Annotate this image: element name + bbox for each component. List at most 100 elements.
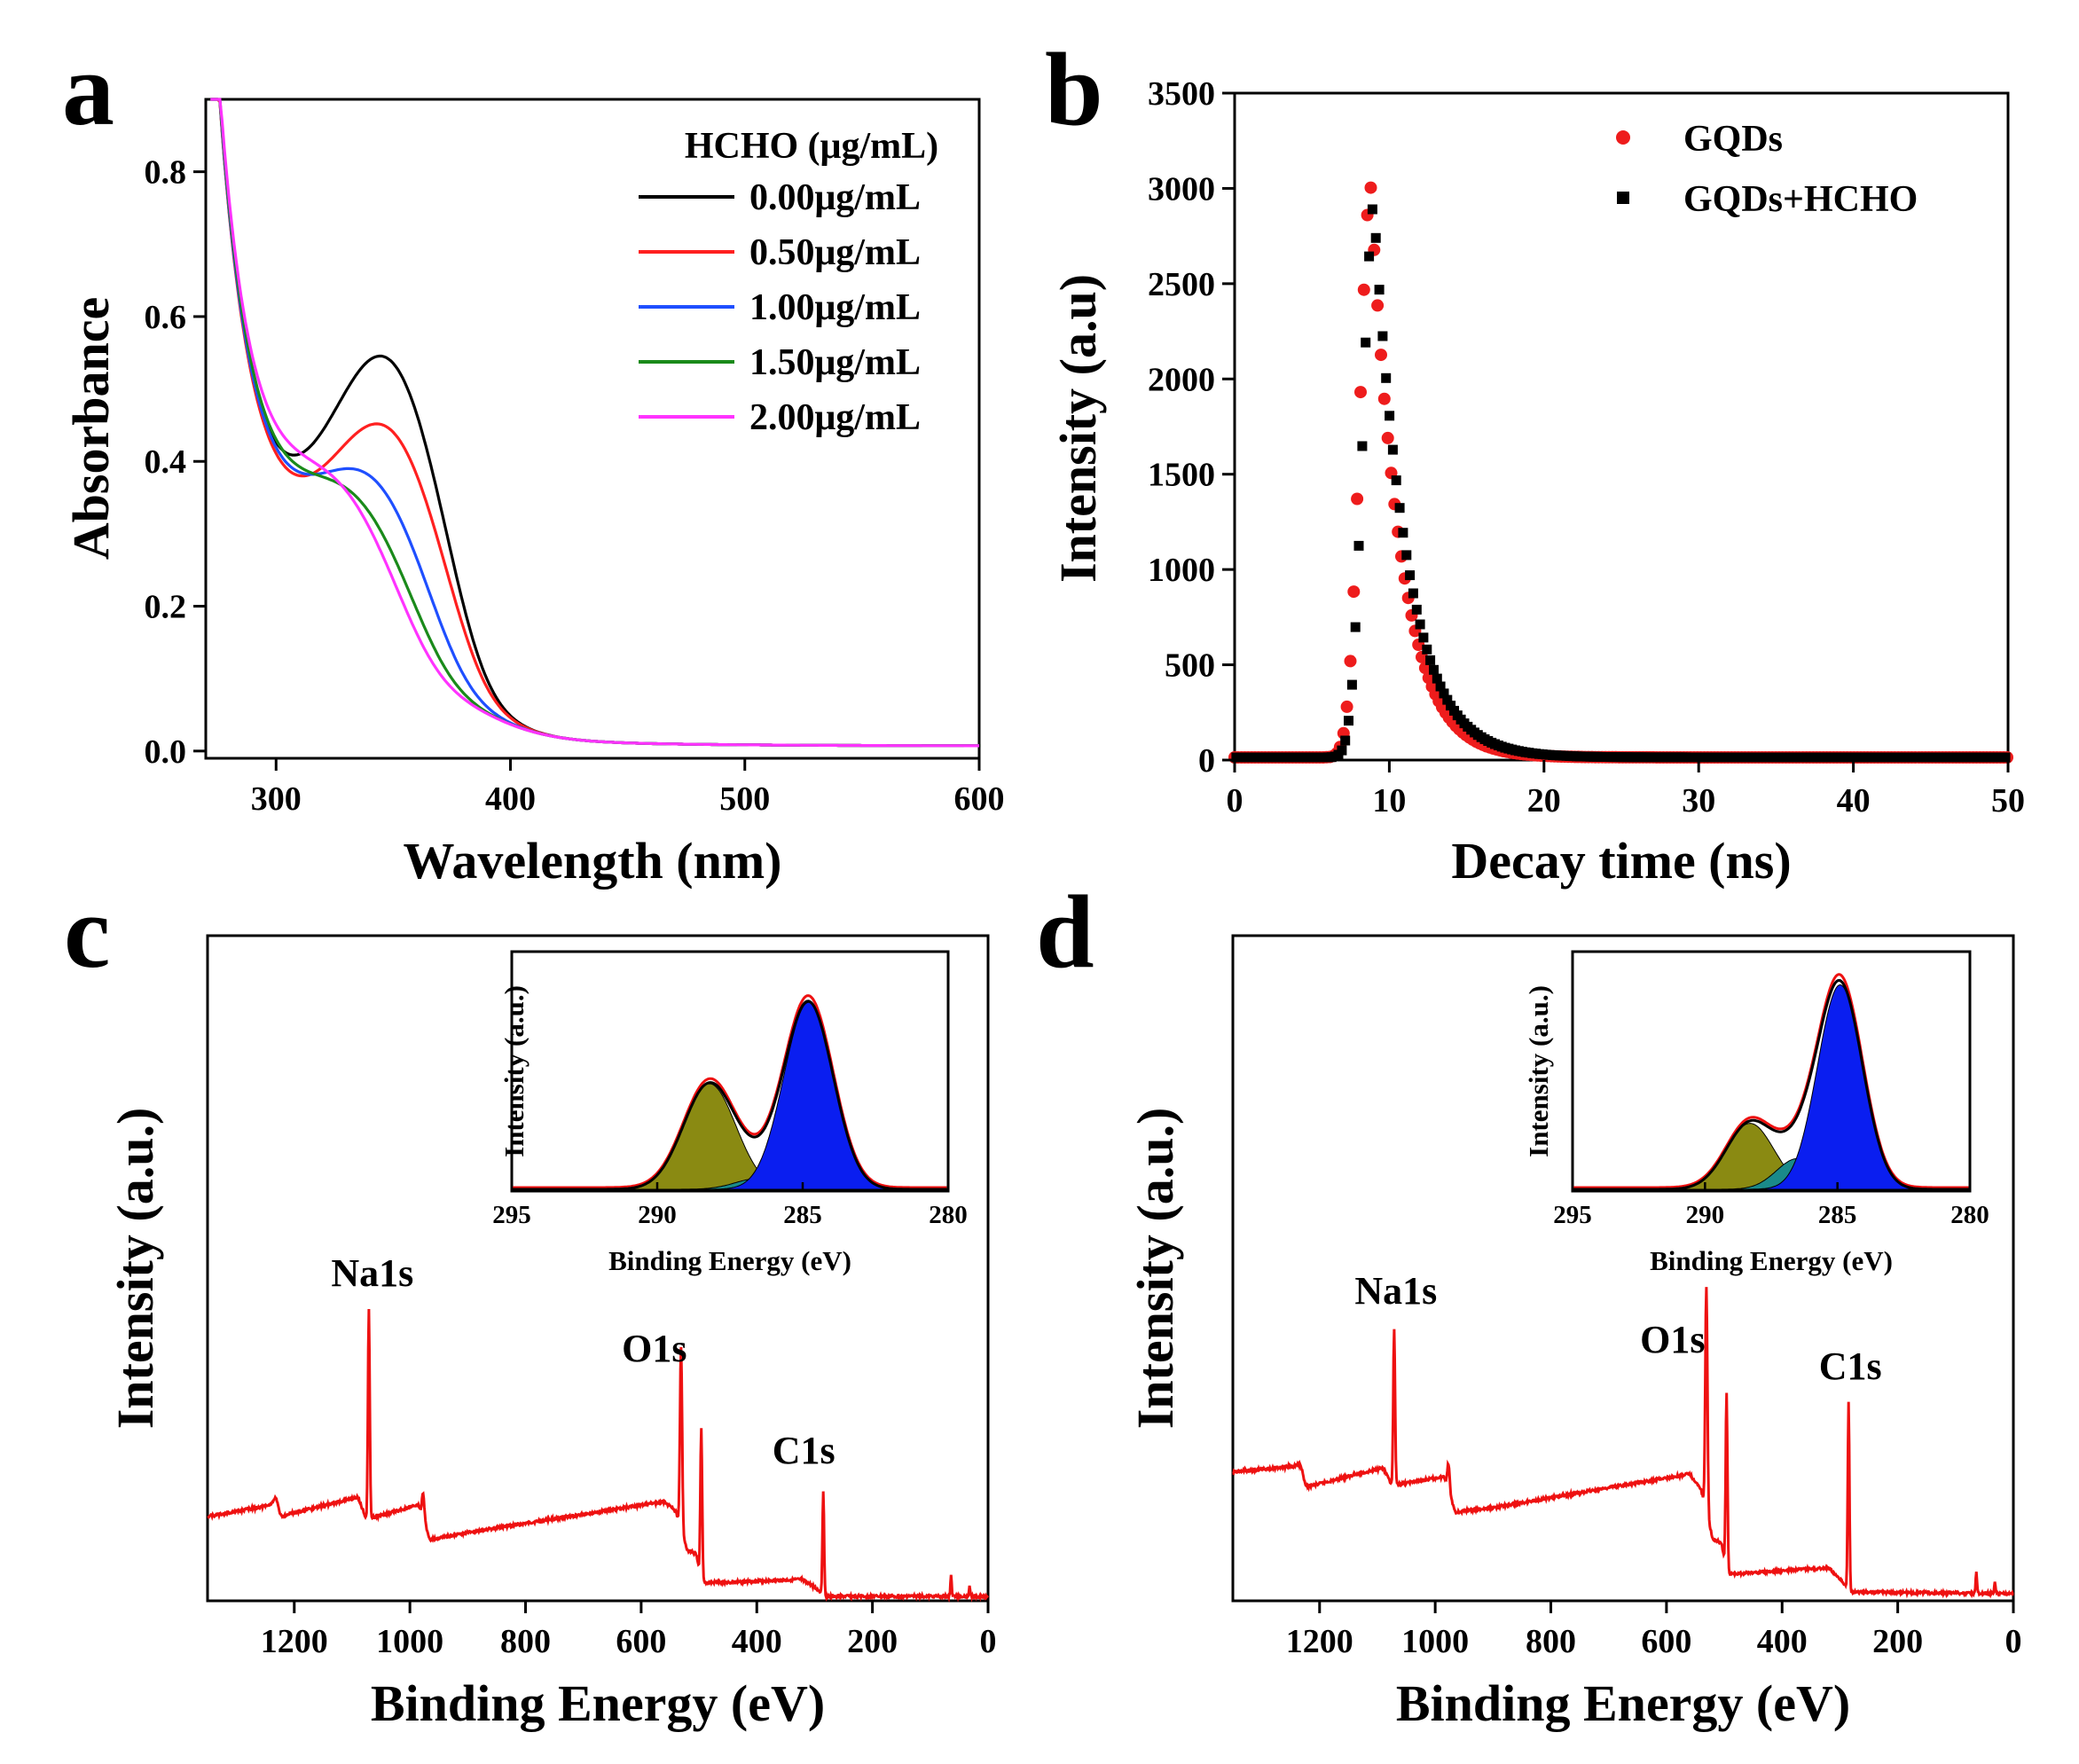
x-tick-label-2: 20 [1527,782,1561,819]
inset-ticks-d: 295 290 285 280 [1553,1182,1989,1229]
x-tick-label-3: 600 [616,1623,666,1660]
peak-labels-d: Na1s O1s C1s [1354,1269,1881,1388]
panel-b: b 0 10 20 30 40 50050010001500200025003000350… [1045,31,2025,890]
x-tick-label-3: 600 [1641,1623,1691,1660]
x-tick-label-2: 500 [719,780,770,818]
y-tick-label-4: 2000 [1148,361,1215,398]
x-tick-label-6: 0 [980,1623,997,1660]
inset-c: 295 290 285 280 Binding Energy (eV) Intensi… [492,950,968,1276]
x-tick-label-0: 1200 [261,1623,328,1660]
point-GQDs+HCHO [1425,655,1436,665]
point-GQDs+HCHO [1387,444,1398,455]
legend-label-3: 1.50μg/mL [749,342,921,383]
legend-label-0: GQDs [1683,119,1783,160]
point-GQDs+HCHO [1398,528,1408,538]
point-GQDs [1381,431,1394,444]
survey-c [207,1308,989,1603]
point-GQDs+HCHO [1337,745,1347,756]
point-GQDs [1364,181,1377,194]
peak-label-Na1s: Na1s [331,1251,413,1295]
legend-label-1: GQDs+HCHO [1683,179,1918,220]
inset-y-axis-title-c: Intensity (a.u.) [498,985,530,1157]
y-tick-label-2: 0.4 [145,443,187,481]
legend-title-a: HCHO (μg/mL) [685,126,938,167]
panel-d: d 1200 1000 800 600 400 200 0 Na1s O1s C1s Bindi… [1036,874,2022,1732]
point-GQDs+HCHO [1435,681,1446,692]
x-tick-label-1: 400 [485,780,536,818]
point-GQDs+HCHO [1385,411,1395,421]
legend-a: 0.00μg/mL 0.50μg/mL 1.00μg/mL 1.50μg/mL 2.00… [639,177,921,438]
x-axis-title-a: Wavelength (nm) [404,832,782,890]
point-GQDs+HCHO [1418,632,1429,643]
y-axis-title-b: Intensity (a.u) [1049,274,1107,583]
inset-raw-data [1573,973,1969,1189]
legend-b: GQDs GQDs+HCHO [1616,119,1918,220]
point-GQDs+HCHO [1442,694,1453,705]
inset-envelope [512,1000,947,1191]
legend-marker-0 [1616,130,1630,145]
point-GQDs+HCHO [1364,251,1375,262]
x-tick-label-4: 400 [1757,1623,1808,1660]
legend-label-2: 1.00μg/mL [749,287,921,328]
point-GQDs+HCHO [1394,503,1405,514]
peak-label-Na1s: Na1s [1354,1269,1437,1313]
point-GQDs+HCHO [1357,441,1368,451]
inset-x-tick-label-0: 295 [1553,1201,1592,1229]
point-GQDs+HCHO [1391,475,1401,486]
inset-x-tick-label-1: 290 [638,1201,677,1229]
point-GQDs [1371,299,1385,312]
plot-frame-d [1231,934,2015,1603]
ticks-c: 1200 1000 800 600 400 200 0 [261,1601,997,1660]
plot-frame-a [204,98,981,760]
point-GQDs+HCHO [1344,716,1353,726]
point-GQDs+HCHO [1429,664,1439,675]
x-tick-label-6: 0 [2005,1623,2022,1660]
peak-label-O1s: O1s [622,1327,686,1370]
inset-x-axis-title-c: Binding Energy (eV) [608,1245,851,1276]
point-GQDs+HCHO [1446,701,1456,711]
inset-x-tick-label-1: 290 [1686,1201,1725,1229]
point-GQDs+HCHO [1439,688,1449,699]
inset-y-axis-title-d: Intensity (a.u.) [1523,985,1554,1157]
x-axis-title-b: Decay time (ns) [1451,832,1791,890]
point-GQDs+HCHO [1415,619,1425,630]
point-GQDs [1377,392,1391,405]
legend-label-1: 0.50μg/mL [749,232,921,273]
x-tick-label-4: 400 [732,1623,782,1660]
point-GQDs+HCHO [1408,588,1418,599]
point-GQDs [1375,349,1387,362]
panel-label-a: a [62,31,114,147]
inset-x-tick-label-2: 285 [1818,1201,1857,1229]
peak-label-C1s: C1s [773,1429,836,1472]
inset-peaks-c [512,994,948,1191]
points-b [1228,181,2013,764]
point-GQDs [1354,386,1367,399]
plot-frame-c [206,934,990,1603]
x-tick-label-1: 1000 [1401,1623,1469,1660]
panel-a: a 300 400 500 600 0.0 0.2 0.4 0.6 0.8 Wavelength… [62,31,1005,890]
legend-label-4: 2.00μg/mL [749,397,921,438]
point-GQDs+HCHO [1411,604,1422,615]
peak-labels-c: Na1s O1s C1s [331,1251,835,1472]
x-tick-label-0: 300 [251,780,302,818]
x-tick-label-5: 50 [1991,782,2025,819]
inset-raw-data [512,994,947,1189]
inset-d: 295 290 285 280 Binding Energy (eV) Intensi… [1523,950,1989,1276]
y-tick-label-5: 2500 [1148,266,1215,303]
x-tick-label-1: 10 [1372,782,1406,819]
inset-x-tick-label-3: 280 [929,1201,968,1229]
inset-x-tick-label-3: 280 [1950,1201,1989,1229]
inset-x-tick-label-0: 295 [492,1201,531,1229]
survey-spectrum [207,1308,989,1603]
inset-envelope [1573,978,1969,1191]
y-tick-label-1: 0.2 [145,589,187,626]
legend-marker-1 [1617,192,1629,204]
x-tick-label-0: 1200 [1286,1623,1353,1660]
x-tick-label-4: 40 [1837,782,1871,819]
x-tick-label-2: 800 [500,1623,551,1660]
curves-a [210,98,979,748]
panel-c: c 1200 1000 800 600 400 200 0 Na1s O1s C1s Bindi… [64,874,997,1732]
point-GQDs+HCHO [1401,550,1412,561]
point-GQDs+HCHO [2000,752,2011,763]
